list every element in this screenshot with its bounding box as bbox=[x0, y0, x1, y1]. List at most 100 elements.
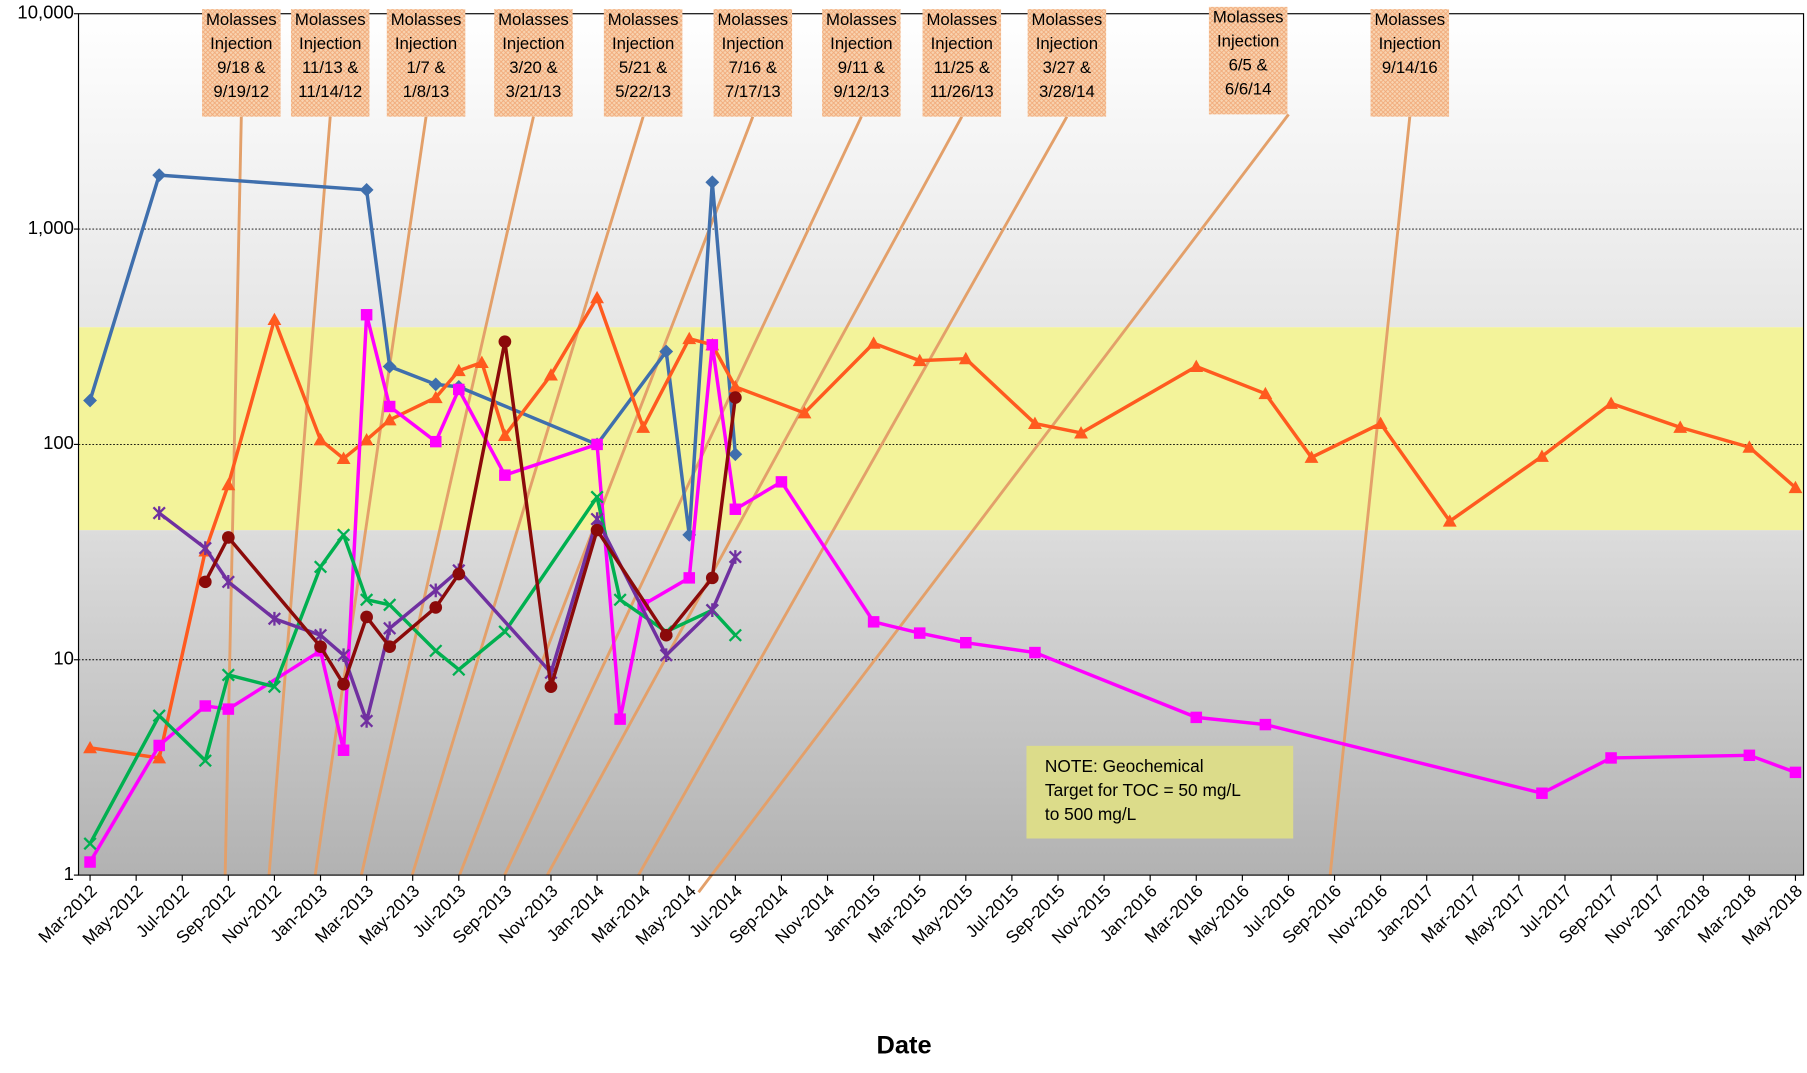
annotation-box bbox=[1027, 9, 1107, 117]
marker bbox=[1442, 514, 1457, 527]
marker bbox=[637, 599, 649, 611]
target-band bbox=[78, 327, 1804, 531]
marker bbox=[659, 648, 673, 663]
marker bbox=[614, 713, 626, 725]
marker bbox=[1190, 711, 1203, 724]
marker bbox=[705, 603, 719, 617]
annotation-text: 6/6/14 bbox=[1225, 80, 1272, 99]
marker bbox=[590, 512, 604, 526]
marker bbox=[867, 616, 880, 628]
marker bbox=[498, 335, 512, 348]
marker bbox=[728, 550, 742, 564]
leader-line bbox=[359, 116, 535, 876]
marker bbox=[913, 627, 926, 639]
marker bbox=[636, 420, 651, 433]
marker bbox=[383, 598, 397, 612]
leader-line bbox=[458, 116, 755, 876]
marker bbox=[659, 628, 673, 642]
note-text: Target for TOC = 50 mg/L bbox=[1045, 780, 1241, 800]
marker bbox=[729, 503, 742, 515]
marker bbox=[360, 309, 373, 321]
annotation-text: 9/19/12 bbox=[213, 82, 269, 101]
marker bbox=[705, 175, 720, 190]
annotation-text: Injection bbox=[931, 34, 993, 53]
annotation-box bbox=[290, 9, 370, 117]
annotation-text: 5/21 & bbox=[619, 58, 667, 77]
marker bbox=[314, 640, 327, 653]
marker bbox=[1605, 752, 1617, 764]
marker bbox=[960, 636, 972, 649]
marker bbox=[383, 400, 396, 413]
marker bbox=[383, 621, 397, 636]
annotation-text: 11/26/13 bbox=[930, 82, 994, 101]
marker bbox=[1742, 440, 1757, 453]
marker bbox=[866, 336, 881, 349]
annotation-text: Molasses bbox=[295, 10, 366, 29]
marker bbox=[429, 644, 443, 658]
band-below bbox=[78, 530, 1804, 876]
marker bbox=[1304, 450, 1319, 463]
marker bbox=[1259, 718, 1272, 731]
y-tick-label: 10 bbox=[53, 648, 74, 669]
annotation-text: 9/18 & bbox=[217, 58, 265, 77]
marker bbox=[198, 575, 212, 589]
marker bbox=[153, 739, 165, 752]
annotation-text: Molasses bbox=[926, 10, 997, 29]
leader-line bbox=[313, 116, 428, 876]
marker bbox=[267, 312, 282, 326]
annotation-box bbox=[603, 9, 683, 117]
annotation-text: 5/22/13 bbox=[615, 82, 671, 101]
marker bbox=[775, 476, 788, 488]
note-box bbox=[1026, 745, 1294, 839]
marker bbox=[336, 648, 351, 663]
annotation-box bbox=[922, 9, 1002, 117]
marker bbox=[453, 383, 465, 396]
marker bbox=[590, 490, 604, 504]
leader-line bbox=[223, 116, 243, 876]
marker bbox=[705, 571, 719, 585]
annotation-text: Injection bbox=[1379, 34, 1441, 53]
marker bbox=[1788, 480, 1803, 494]
annotation-text: Injection bbox=[299, 34, 361, 53]
annotation-text: 11/14/12 bbox=[298, 82, 362, 101]
annotation-text: Injection bbox=[612, 34, 674, 53]
annotation-text: 3/21/13 bbox=[506, 82, 562, 101]
annotation-text: Injection bbox=[210, 34, 272, 53]
marker bbox=[83, 393, 97, 408]
annotation-text: Molasses bbox=[717, 10, 788, 29]
marker bbox=[152, 506, 166, 520]
annotation-text: Molasses bbox=[498, 10, 569, 29]
marker bbox=[360, 593, 374, 607]
marker bbox=[706, 339, 719, 351]
annotation-box bbox=[494, 9, 573, 117]
marker bbox=[313, 432, 328, 446]
marker bbox=[360, 714, 374, 728]
annotation-text: Molasses bbox=[1213, 8, 1284, 27]
marker bbox=[83, 837, 97, 851]
y-tick-label: 10,000 bbox=[17, 2, 73, 23]
marker bbox=[452, 663, 466, 677]
marker bbox=[360, 610, 373, 624]
marker bbox=[1673, 420, 1688, 433]
marker bbox=[451, 363, 466, 377]
marker bbox=[83, 740, 97, 754]
annotation-text: Molasses bbox=[391, 10, 462, 29]
marker bbox=[382, 413, 397, 426]
series bbox=[83, 168, 1803, 868]
annotation-text: 1/8/13 bbox=[403, 82, 450, 101]
annotation-box bbox=[386, 9, 466, 117]
annotation-text: 9/11 & bbox=[838, 58, 885, 77]
marker bbox=[313, 560, 328, 574]
marker bbox=[544, 680, 558, 693]
marker bbox=[590, 290, 604, 304]
marker bbox=[544, 368, 558, 381]
annotation-box bbox=[1208, 6, 1288, 115]
marker bbox=[474, 355, 489, 369]
annotation-box bbox=[713, 9, 793, 117]
marker bbox=[359, 432, 374, 446]
marker bbox=[429, 601, 443, 614]
annotations: Molasses Injection 9/18 & 9/19/12 Molasses In… bbox=[202, 6, 1450, 839]
marker bbox=[728, 391, 742, 404]
series-line bbox=[203, 339, 738, 689]
